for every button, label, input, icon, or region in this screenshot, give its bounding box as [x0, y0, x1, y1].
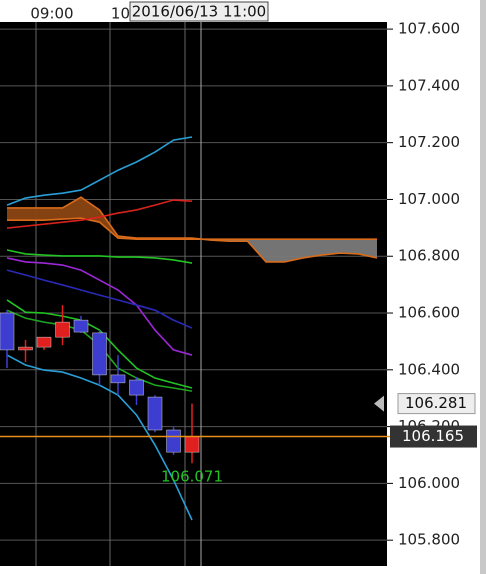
current-price-label: 106.165: [402, 427, 464, 445]
y-tick-label: 106.400: [398, 360, 460, 378]
cloud-fill: [303, 239, 322, 258]
time-label: 09:00: [30, 5, 73, 23]
low-label: 106.071: [161, 468, 223, 486]
indicator-line: [6, 257, 193, 356]
plot-area: [0, 22, 387, 566]
cloud-fill: [284, 239, 303, 262]
y-tick-label: 107.400: [398, 76, 460, 94]
indicator-line: [6, 136, 193, 206]
y-tick-label: 107.000: [398, 190, 460, 208]
cloud-fill: [25, 207, 44, 221]
candle-body: [36, 336, 52, 348]
y-tick-label: 106.600: [398, 304, 460, 322]
candle-body: [166, 429, 181, 453]
indicator-line: [6, 199, 193, 229]
indicator-line: [6, 249, 193, 264]
span-b-line: [7, 217, 377, 241]
y-tick-label: 106.800: [398, 247, 460, 265]
high-marker: [374, 395, 384, 412]
candle-body: [147, 396, 163, 431]
candle-body: [129, 379, 144, 396]
cloud-fill: [266, 239, 285, 262]
candle-body: [55, 321, 70, 338]
time-label: 10:: [111, 5, 135, 23]
indicator-line: [6, 299, 193, 389]
candle-body: [73, 319, 89, 333]
candle-body: [110, 374, 126, 384]
candle-body: [184, 436, 200, 453]
current-price-box: [390, 425, 477, 448]
cloud-fill: [7, 207, 26, 221]
candle-body: [18, 346, 33, 351]
indicator-line: [6, 269, 193, 329]
cloud-fill: [321, 239, 340, 256]
frame: [480, 0, 486, 574]
indicator-line: [6, 354, 193, 521]
cloud-fill: [358, 239, 377, 258]
candle-body: [0, 312, 15, 351]
tooltip-box: [129, 1, 269, 22]
high-box: [397, 393, 476, 415]
y-tick-label: 107.600: [398, 20, 460, 38]
y-tick-label: 106.000: [398, 474, 460, 492]
cloud-fill: [62, 197, 81, 220]
cloud-fill: [340, 239, 359, 254]
candle-body: [92, 332, 107, 376]
span-a-line: [7, 196, 378, 263]
high-label: 106.281: [405, 394, 467, 412]
cloud-fill: [44, 207, 63, 221]
y-tick-label: 105.800: [398, 531, 460, 549]
y-tick-label: 107.200: [398, 133, 460, 151]
tooltip: 2016/06/13 11:00: [132, 3, 266, 21]
cloud-fill: [81, 197, 100, 223]
